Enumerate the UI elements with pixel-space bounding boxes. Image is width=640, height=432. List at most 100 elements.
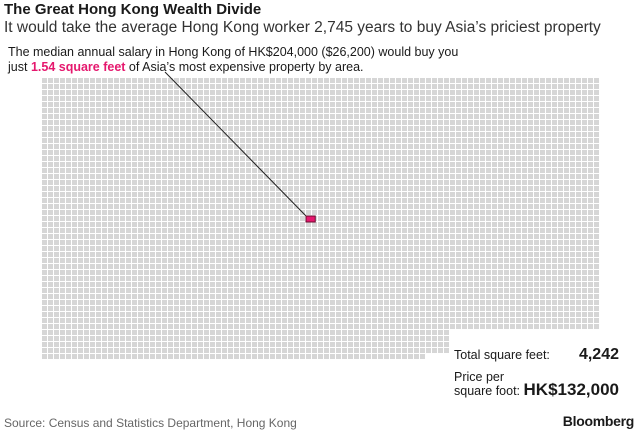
waffle-cell	[252, 84, 257, 89]
waffle-cell	[120, 330, 125, 335]
waffle-cell	[216, 324, 221, 329]
waffle-cell	[144, 114, 149, 119]
waffle-cell	[336, 228, 341, 233]
waffle-cell	[246, 318, 251, 323]
waffle-cell	[168, 126, 173, 131]
waffle-cell	[258, 174, 263, 179]
waffle-cell	[258, 216, 263, 221]
waffle-cell	[330, 210, 335, 215]
waffle-cell	[96, 108, 101, 113]
waffle-cell	[216, 300, 221, 305]
waffle-cell	[558, 108, 563, 113]
waffle-cell	[342, 132, 347, 137]
waffle-cell	[54, 276, 59, 281]
waffle-cell	[540, 222, 545, 227]
waffle-cell	[390, 276, 395, 281]
waffle-cell	[234, 336, 239, 341]
waffle-cell	[408, 138, 413, 143]
waffle-cell	[240, 204, 245, 209]
waffle-cell	[426, 264, 431, 269]
waffle-cell	[108, 270, 113, 275]
waffle-cell	[348, 150, 353, 155]
waffle-cell	[444, 288, 449, 293]
waffle-cell	[42, 156, 47, 161]
waffle-cell	[264, 276, 269, 281]
waffle-cell	[408, 282, 413, 287]
waffle-cell	[258, 168, 263, 173]
waffle-cell	[288, 78, 293, 83]
waffle-cell	[450, 228, 455, 233]
waffle-cell	[414, 96, 419, 101]
waffle-cell	[330, 96, 335, 101]
waffle-cell	[222, 180, 227, 185]
waffle-cell	[96, 342, 101, 347]
waffle-cell	[246, 342, 251, 347]
waffle-cell	[426, 150, 431, 155]
waffle-cell	[192, 108, 197, 113]
waffle-cell	[54, 114, 59, 119]
waffle-cell	[420, 222, 425, 227]
waffle-cell	[396, 210, 401, 215]
waffle-cell	[558, 162, 563, 167]
waffle-cell	[522, 108, 527, 113]
waffle-cell	[48, 222, 53, 227]
waffle-cell	[312, 174, 317, 179]
waffle-cell	[414, 264, 419, 269]
waffle-cell	[570, 198, 575, 203]
waffle-cell	[144, 270, 149, 275]
waffle-cell	[234, 144, 239, 149]
waffle-cell	[264, 180, 269, 185]
waffle-cell	[408, 126, 413, 131]
waffle-cell	[504, 192, 509, 197]
waffle-cell	[438, 168, 443, 173]
waffle-cell	[426, 228, 431, 233]
waffle-cell	[444, 102, 449, 107]
waffle-cell	[420, 78, 425, 83]
waffle-cell	[282, 138, 287, 143]
waffle-cell	[372, 288, 377, 293]
waffle-cell	[594, 180, 599, 185]
waffle-cell	[132, 204, 137, 209]
waffle-cell	[480, 324, 485, 329]
waffle-cell	[270, 258, 275, 263]
waffle-cell	[504, 210, 509, 215]
waffle-cell	[294, 306, 299, 311]
waffle-cell	[528, 204, 533, 209]
waffle-cell	[120, 264, 125, 269]
waffle-cell	[228, 174, 233, 179]
waffle-cell	[306, 342, 311, 347]
waffle-cell	[492, 282, 497, 287]
waffle-cell	[594, 324, 599, 329]
waffle-cell	[120, 126, 125, 131]
waffle-cell	[588, 270, 593, 275]
waffle-cell	[252, 300, 257, 305]
waffle-cell	[126, 78, 131, 83]
waffle-cell	[432, 108, 437, 113]
waffle-cell	[534, 300, 539, 305]
waffle-cell	[468, 102, 473, 107]
waffle-cell	[474, 234, 479, 239]
waffle-cell	[504, 132, 509, 137]
waffle-cell	[462, 144, 467, 149]
waffle-cell	[270, 348, 275, 353]
waffle-cell	[576, 246, 581, 251]
waffle-cell	[120, 198, 125, 203]
waffle-cell	[456, 174, 461, 179]
waffle-cell	[240, 330, 245, 335]
waffle-cell	[360, 348, 365, 353]
waffle-cell	[336, 330, 341, 335]
waffle-cell	[264, 234, 269, 239]
waffle-cell	[108, 210, 113, 215]
waffle-cell	[570, 270, 575, 275]
waffle-cell	[492, 306, 497, 311]
waffle-cell	[312, 318, 317, 323]
waffle-cell	[456, 150, 461, 155]
waffle-cell	[336, 234, 341, 239]
waffle-cell	[582, 126, 587, 131]
waffle-cell	[480, 288, 485, 293]
waffle-cell	[450, 216, 455, 221]
waffle-cell	[252, 126, 257, 131]
waffle-cell	[258, 90, 263, 95]
waffle-cell	[144, 144, 149, 149]
waffle-cell	[48, 246, 53, 251]
